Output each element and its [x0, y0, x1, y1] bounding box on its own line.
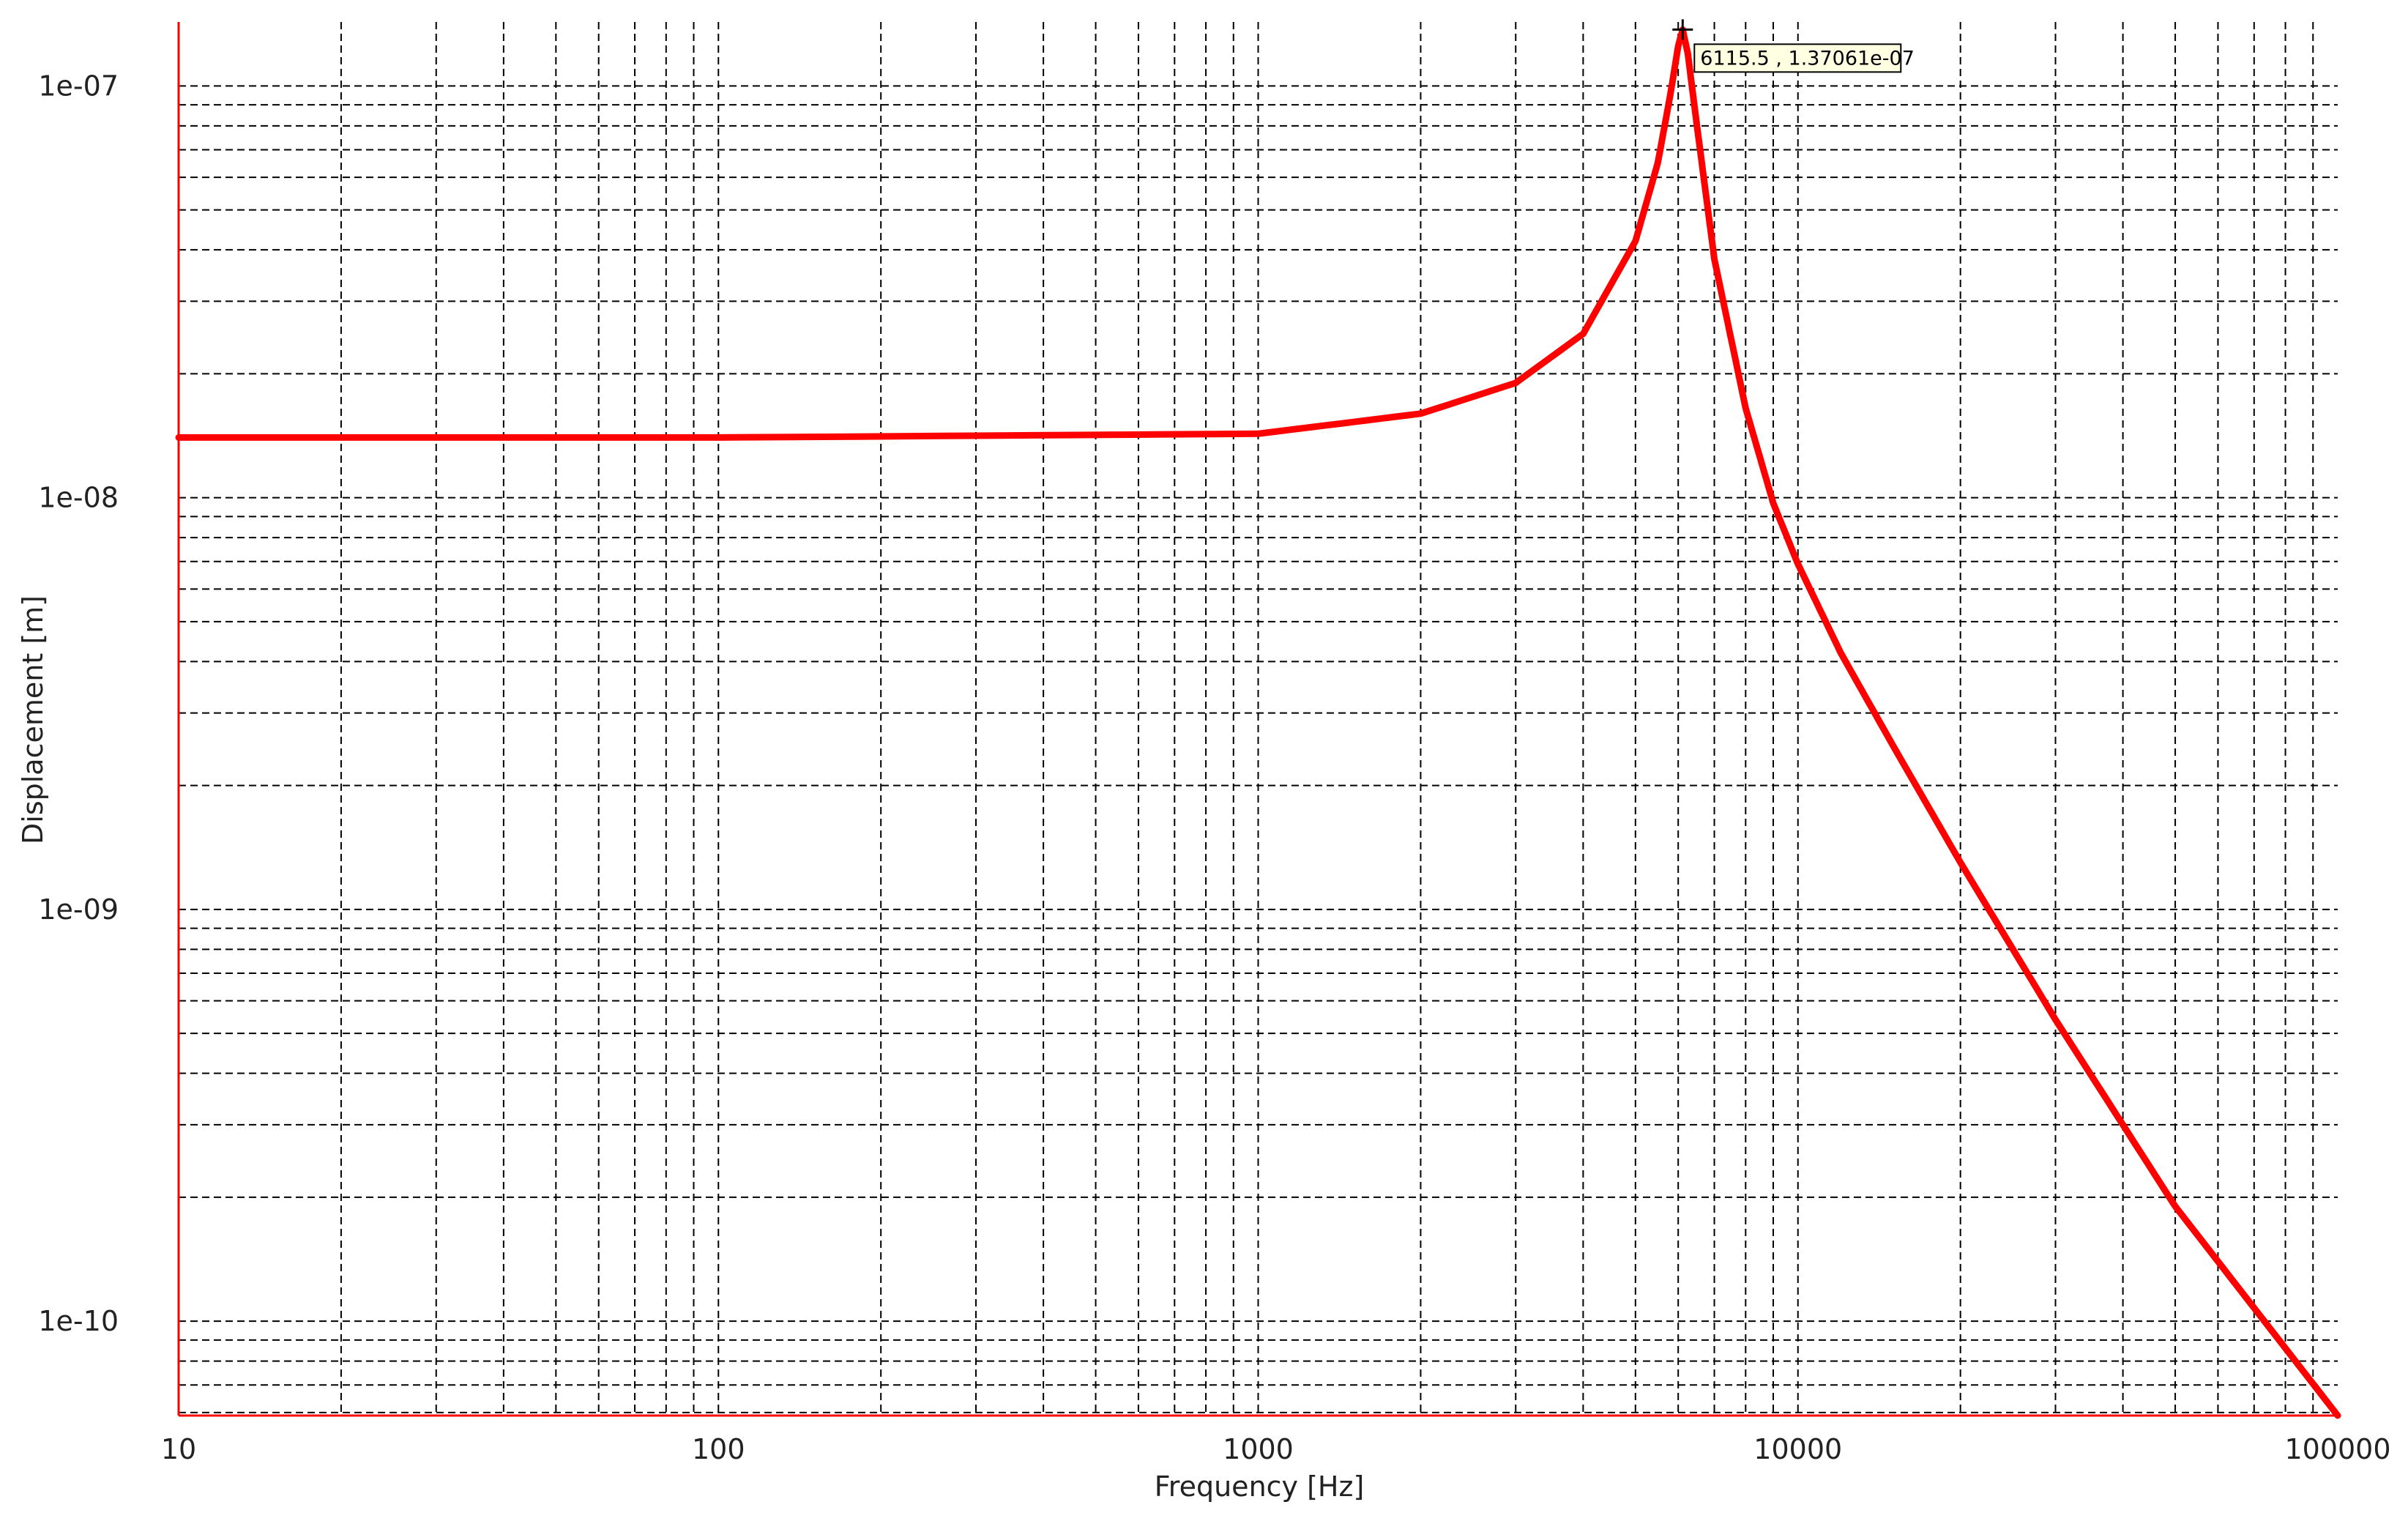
annotation-box [1693, 43, 1902, 73]
x-tick-label: 10000 [1753, 1433, 1842, 1465]
y-axis-label: Displacement [m] [17, 595, 49, 844]
series [175, 26, 2341, 1419]
y-tick-label: 1e-10 [38, 1305, 119, 1337]
grid [179, 22, 2338, 1416]
series-line [175, 26, 2341, 1419]
axes [177, 22, 2338, 1417]
x-tick-label: 100 [692, 1433, 745, 1465]
x-axis-label: Frequency [Hz] [1155, 1470, 1365, 1503]
y-tick-label: 1e-07 [38, 70, 119, 102]
tick-labels: 10 100 1000 10000 100000 1e-10 1e-09 1e-08 1e-07 [38, 70, 2390, 1465]
x-tick-label: 100000 [2284, 1433, 2390, 1465]
x-tick-label: 1000 [1223, 1433, 1294, 1465]
x-tick-label: 10 [161, 1433, 196, 1465]
y-tick-label: 1e-09 [38, 893, 119, 926]
y-tick-label: 1e-08 [38, 482, 119, 514]
annotation-text: 6115.5 , 1.37061e-07 [1700, 47, 1915, 70]
annotation[interactable]: 6115.5 , 1.37061e-07 [1672, 19, 1915, 73]
